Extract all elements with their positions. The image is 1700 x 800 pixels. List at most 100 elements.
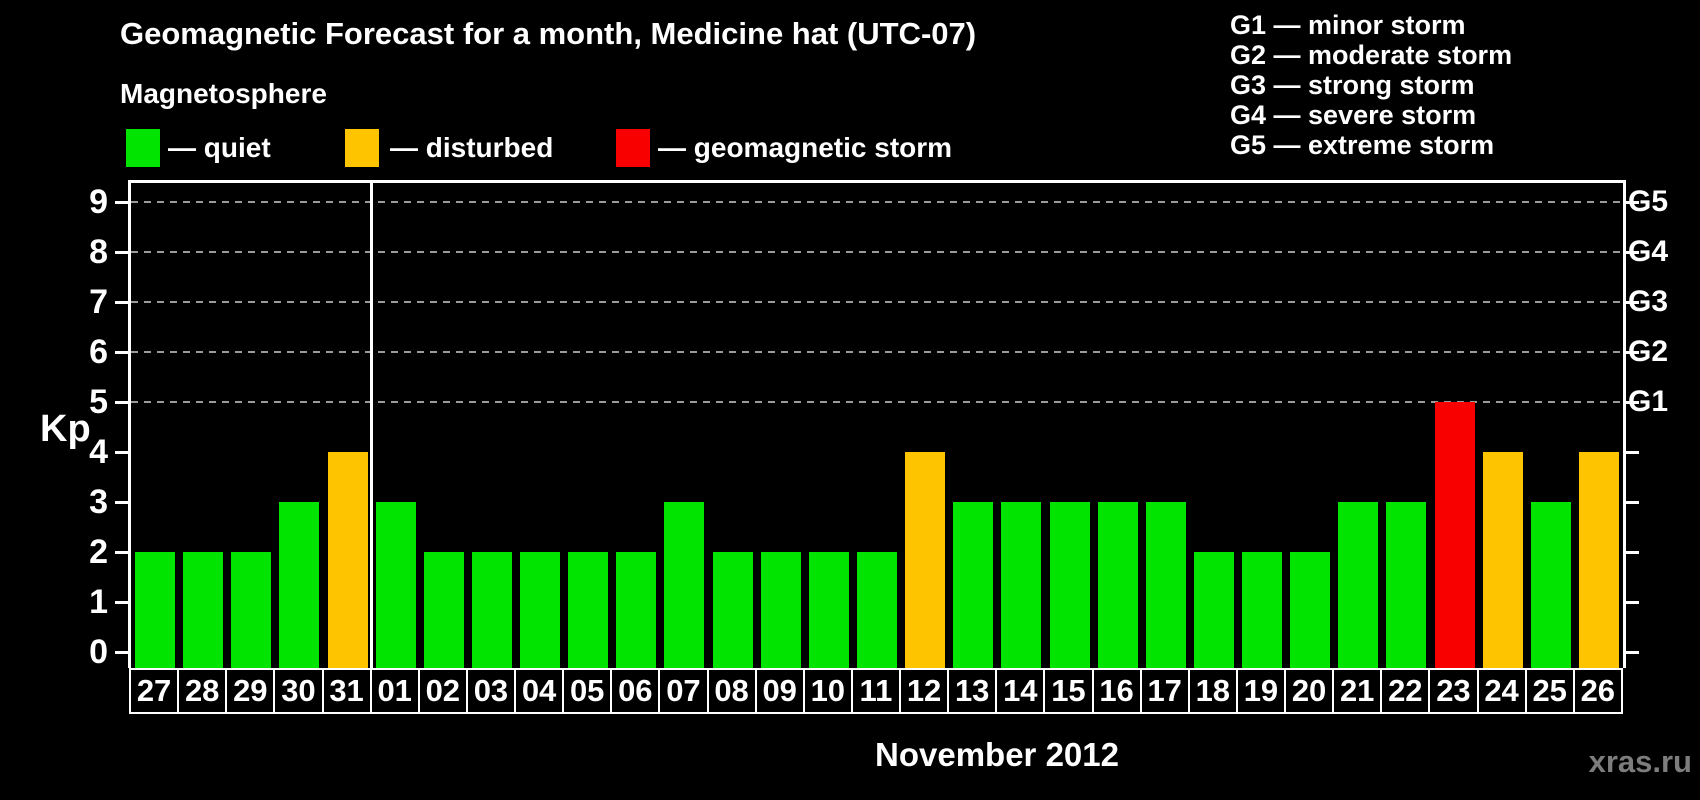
day-label-cell-15: 15 (1043, 668, 1094, 714)
day-label-cell-10: 10 (802, 668, 853, 714)
day-label-cell-17: 17 (1139, 668, 1190, 714)
bar-day-07 (664, 502, 705, 668)
day-label-cell-06: 06 (610, 668, 661, 714)
storm-legend-label: — geomagnetic storm (658, 132, 953, 163)
y-tick-3 (115, 501, 128, 504)
bar-day-20 (1290, 552, 1331, 668)
watermark: xras.ru (1588, 744, 1692, 779)
bar-day-15 (1049, 502, 1090, 668)
y-tick-0 (115, 651, 128, 654)
y-tick-label-6: 6 (89, 333, 108, 371)
y-tick-7 (115, 301, 128, 304)
bar-day-22 (1386, 502, 1427, 668)
day-label-cell-23: 23 (1428, 668, 1479, 714)
day-label-cell-04: 04 (514, 668, 565, 714)
y-tick-5 (115, 401, 128, 404)
day-label-cell-09: 09 (754, 668, 805, 714)
day-label-cell-01: 01 (369, 668, 420, 714)
bar-day-21 (1338, 502, 1379, 668)
day-label-cell-12: 12 (899, 668, 950, 714)
bar-day-30 (279, 502, 320, 668)
day-axis-row: 27 28 29 30 31 01 02 03 04 05 06 07 08 09 10 11 12 13 14 15… (129, 668, 1623, 714)
day-label-cell-21: 21 (1332, 668, 1383, 714)
bar-day-23 (1434, 402, 1475, 668)
right-tick-6 (1626, 351, 1639, 354)
bar-day-16 (1097, 502, 1138, 668)
quiet-legend-label: — quiet (168, 132, 271, 163)
bar-day-10 (808, 552, 849, 668)
right-tick-8 (1626, 251, 1639, 254)
right-tick-1 (1626, 601, 1639, 604)
bar-day-03 (471, 552, 512, 668)
day-label-cell-28: 28 (177, 668, 228, 714)
bar-day-28 (183, 552, 224, 668)
bar-day-01 (375, 502, 416, 668)
bar-day-31 (327, 452, 368, 668)
y-tick-9 (115, 201, 128, 204)
right-tick-4 (1626, 451, 1639, 454)
bar-day-09 (760, 552, 801, 668)
y-tick-label-1: 1 (89, 583, 108, 621)
y-tick-label-8: 8 (89, 233, 108, 271)
g-legend-line: G5 — extreme storm (1230, 130, 1495, 160)
bar-day-08 (712, 552, 753, 668)
g-axis-label-G5: G5 (1628, 185, 1669, 218)
y-tick-label-3: 3 (89, 483, 108, 521)
g-legend-line: G2 — moderate storm (1230, 40, 1513, 70)
y-axis-title: Kp (40, 408, 91, 450)
bar-day-04 (520, 552, 561, 668)
g-legend-line: G4 — severe storm (1230, 100, 1477, 130)
day-label-cell-31: 31 (321, 668, 372, 714)
day-label-cell-27: 27 (129, 668, 180, 714)
page-title: Geomagnetic Forecast for a month, Medici… (120, 16, 977, 51)
bar-day-06 (616, 552, 657, 668)
y-tick-1 (115, 601, 128, 604)
right-tick-0 (1626, 651, 1639, 654)
right-tick-7 (1626, 301, 1639, 304)
grid-line-9 (131, 201, 1623, 203)
y-tick-label-7: 7 (89, 283, 108, 321)
day-label-cell-26: 26 (1572, 668, 1623, 714)
bar-day-26 (1578, 452, 1619, 668)
bar-day-14 (1001, 502, 1042, 668)
day-label-cell-18: 18 (1187, 668, 1238, 714)
y-tick-label-2: 2 (89, 533, 108, 571)
y-tick-label-0: 0 (89, 633, 108, 671)
bar-day-13 (953, 502, 994, 668)
g-legend-line: G3 — strong storm (1230, 70, 1475, 100)
day-label-cell-11: 11 (850, 668, 901, 714)
bar-day-17 (1145, 502, 1186, 668)
day-label-cell-13: 13 (947, 668, 998, 714)
day-label-cell-24: 24 (1476, 668, 1527, 714)
day-label-cell-16: 16 (1091, 668, 1142, 714)
bar-day-05 (568, 552, 609, 668)
day-label-cell-20: 20 (1284, 668, 1335, 714)
storm-legend-swatch (616, 129, 650, 167)
bar-day-29 (231, 552, 272, 668)
y-tick-8 (115, 251, 128, 254)
right-tick-9 (1626, 201, 1639, 204)
plot-area: 0 1 2 3 4 5 6 7 8 9 G1 G2 G3 G4 G5 (89, 180, 1668, 669)
day-label-cell-03: 03 (465, 668, 516, 714)
day-label-cell-19: 19 (1235, 668, 1286, 714)
g-axis-label-G3: G3 (1628, 285, 1669, 318)
quiet-legend-swatch (126, 129, 160, 167)
day-label-cell-14: 14 (995, 668, 1046, 714)
day-label-cell-30: 30 (273, 668, 324, 714)
disturbed-legend-label: — disturbed (390, 132, 554, 163)
grid-line-8 (131, 251, 1623, 253)
g-scale-legend: G1 — minor storm G2 — moderate storm G3 — … (1230, 10, 1512, 160)
grid-line-6 (131, 351, 1623, 353)
y-tick-label-9: 9 (89, 183, 108, 221)
day-label-cell-05: 05 (562, 668, 613, 714)
day-label-cell-08: 08 (706, 668, 757, 714)
magnetosphere-label: Magnetosphere (120, 78, 327, 109)
bar-day-12 (905, 452, 946, 668)
g-axis-label-G4: G4 (1628, 235, 1669, 268)
grid-line-5 (131, 401, 1623, 403)
y-tick-4 (115, 451, 128, 454)
day-label-cell-02: 02 (417, 668, 468, 714)
day-label-cell-07: 07 (658, 668, 709, 714)
bar-day-24 (1482, 452, 1523, 668)
